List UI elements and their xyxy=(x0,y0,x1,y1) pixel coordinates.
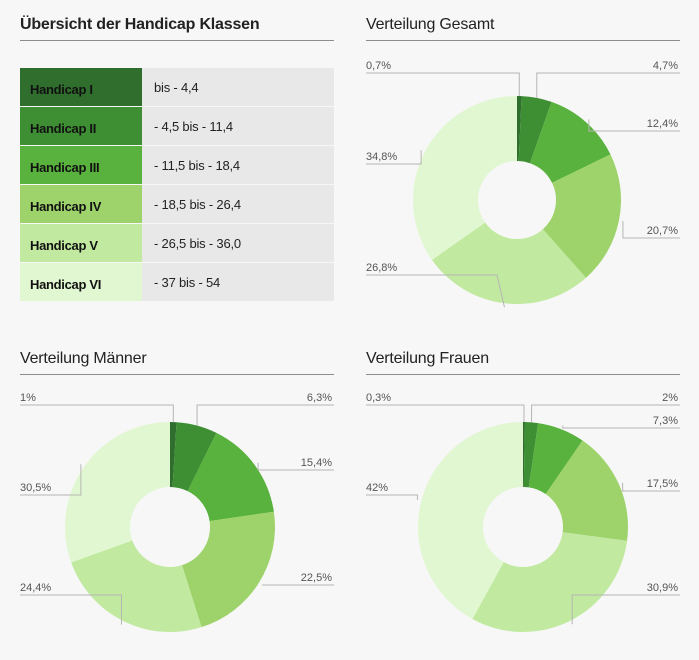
chart-title-rule-frauen xyxy=(366,374,680,375)
panel-maenner: Verteilung Männer xyxy=(20,350,334,650)
handicap-range-cell: bis - 4,4 xyxy=(142,68,334,107)
handicap-range-cell: - 37 bis - 54 xyxy=(142,262,334,302)
handicap-table-panel: Übersicht der Handicap Klassen xyxy=(20,16,334,316)
panel-gesamt: Verteilung Gesamt xyxy=(366,16,680,316)
handicap-row: Handicap IV - 18,5 bis - 26,4 xyxy=(20,184,334,224)
handicap-range-cell: - 18,5 bis - 26,4 xyxy=(142,184,334,224)
table-title-rule xyxy=(20,40,334,41)
handicap-range-cell: - 4,5 bis - 11,4 xyxy=(142,106,334,146)
chart-title-rule-gesamt xyxy=(366,40,680,41)
chart-title-gesamt: Verteilung Gesamt xyxy=(366,16,495,33)
chart-title-rule-maenner xyxy=(20,374,334,375)
handicap-row: Handicap II - 4,5 bis - 11,4 xyxy=(20,106,334,146)
panel-frauen: Verteilung Frauen xyxy=(366,350,680,650)
chart-title-maenner: Verteilung Männer xyxy=(20,350,147,367)
handicap-class-cell: Handicap IV xyxy=(20,184,142,224)
chart-title-frauen: Verteilung Frauen xyxy=(366,350,489,367)
handicap-class-cell: Handicap I xyxy=(20,68,142,107)
handicap-range-cell: - 11,5 bis - 18,4 xyxy=(142,145,334,185)
handicap-class-cell: Handicap V xyxy=(20,223,142,263)
table-title: Übersicht der Handicap Klassen xyxy=(20,16,260,33)
handicap-class-cell: Handicap II xyxy=(20,106,142,146)
handicap-class-cell: Handicap VI xyxy=(20,262,142,302)
handicap-class-cell: Handicap III xyxy=(20,145,142,185)
handicap-range-cell: - 26,5 bis - 36,0 xyxy=(142,223,334,263)
handicap-row: Handicap V- 26,5 bis - 36,0 xyxy=(20,223,334,263)
handicap-row: Handicap VI - 37 bis - 54 xyxy=(20,262,334,302)
handicap-row: Handicap III - 11,5 bis - 18,4 xyxy=(20,145,334,185)
